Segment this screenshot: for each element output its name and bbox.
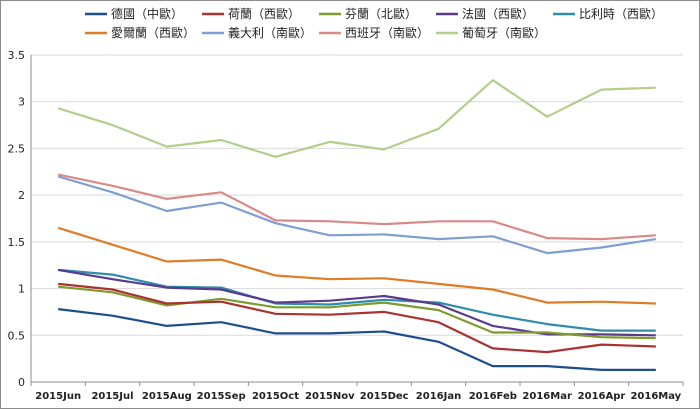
y-tick-label: 2 (18, 189, 25, 202)
y-tick-label: 1.5 (8, 236, 26, 249)
legend-label: 芬蘭（北歐） (345, 6, 417, 21)
series-line (58, 285, 656, 340)
legend-label: 葡萄牙（南歐） (462, 25, 546, 40)
x-tick-label: 2015Nov (305, 391, 355, 402)
x-tick-label: 2016May (630, 391, 681, 402)
series-line (58, 268, 656, 337)
legend-label: 比利時（西歐） (579, 6, 663, 21)
x-tick-label: 2015Oct (252, 391, 299, 402)
legend-label: 荷蘭（西歐） (228, 6, 300, 21)
legend-label: 法國（西歐） (462, 6, 534, 21)
series-line (58, 282, 656, 354)
y-tick-label: 0.5 (8, 329, 26, 342)
y-tick-label: 0 (18, 376, 25, 389)
x-tick-label: 2015Aug (142, 391, 192, 402)
y-tick-label: 3 (18, 96, 25, 109)
x-tick-label: 2016Jan (416, 391, 461, 402)
series-line (57, 79, 656, 158)
series-line (57, 175, 656, 255)
series-line (58, 308, 656, 371)
y-tick-label: 3.5 (8, 49, 26, 62)
x-tick-label: 2016Mar (522, 391, 572, 402)
x-tick-label: 2015Sep (197, 391, 246, 402)
x-tick-label: 2015Jul (91, 391, 133, 402)
y-tick-label: 2.5 (8, 142, 26, 155)
legend-label: 德國（中歐） (111, 6, 183, 21)
y-tick-label: 1 (18, 283, 25, 296)
series-line (57, 226, 656, 305)
x-tick-label: 2015Dec (360, 391, 409, 402)
legend-label: 愛爾蘭（西歐） (111, 25, 195, 40)
legend-label: 義大利（南歐） (228, 25, 312, 40)
x-tick-label: 2015Jun (35, 391, 81, 402)
legend-label: 西班牙（南歐） (345, 25, 429, 40)
series-line (58, 268, 656, 332)
x-tick-label: 2016Feb (469, 391, 517, 402)
series-line (57, 173, 656, 241)
x-tick-label: 2016Apr (578, 391, 626, 402)
